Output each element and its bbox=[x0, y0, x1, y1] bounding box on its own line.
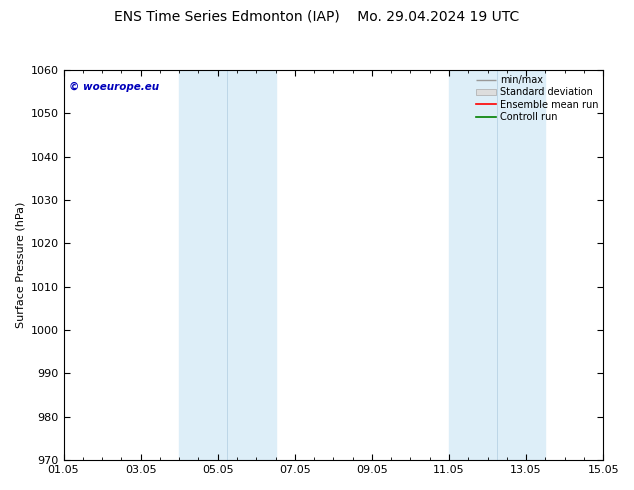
Y-axis label: Surface Pressure (hPa): Surface Pressure (hPa) bbox=[15, 202, 25, 328]
Legend: min/max, Standard deviation, Ensemble mean run, Controll run: min/max, Standard deviation, Ensemble me… bbox=[474, 73, 600, 124]
Text: © woeurope.eu: © woeurope.eu bbox=[69, 82, 159, 92]
Text: ENS Time Series Edmonton (IAP)    Mo. 29.04.2024 19 UTC: ENS Time Series Edmonton (IAP) Mo. 29.04… bbox=[114, 10, 520, 24]
Bar bbox=[179, 70, 276, 460]
Bar bbox=[449, 70, 545, 460]
